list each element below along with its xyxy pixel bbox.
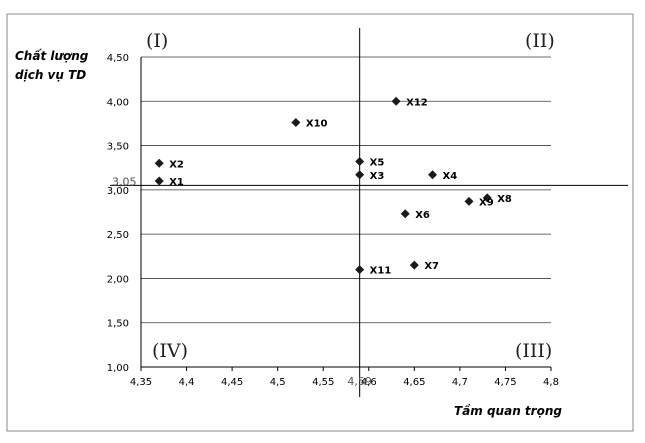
x-tick-label: 4,6 — [361, 377, 377, 388]
point-label-x4: X4 — [443, 171, 458, 182]
point-label-x8: X8 — [497, 194, 512, 205]
x-tick-label: 4,45 — [221, 377, 243, 388]
quadrant-label-bottom-right: (III) — [515, 340, 552, 362]
point-x4 — [428, 170, 438, 180]
point-label-x3: X3 — [370, 171, 385, 182]
x-tick-label: 4,4 — [179, 377, 195, 388]
y-tick-label: 3,00 — [107, 186, 129, 197]
point-x1 — [154, 176, 164, 186]
x-tick-label: 4,55 — [312, 377, 334, 388]
reference-x-label: 4,59 — [347, 375, 372, 388]
point-label-x10: X10 — [306, 119, 328, 130]
reference-lines: 4,59 3,05 — [110, 28, 628, 397]
reference-y-label: 3,05 — [112, 175, 137, 188]
point-x11 — [355, 265, 365, 275]
y-tick-label: 1,50 — [107, 319, 129, 330]
quadrant-label-top-right: (II) — [525, 30, 555, 52]
tick-labels: 1,00 1,50 2,00 2,50 3,00 3,50 4,00 4,50 4,35 4,4 4… — [107, 53, 559, 388]
quadrant-label-bottom-left: (IV) — [152, 340, 188, 362]
point-label-x9: X9 — [479, 197, 494, 208]
point-label-x11: X11 — [370, 266, 392, 277]
y-tick-label: 4,00 — [107, 97, 129, 108]
x-axis-title: Tầm quan trọng — [454, 404, 562, 418]
y-tick-label: 3,50 — [107, 142, 129, 153]
point-x6 — [400, 209, 410, 219]
y-tick-label: 2,50 — [107, 230, 129, 241]
x-tick-label: 4,5 — [270, 377, 286, 388]
point-label-x2: X2 — [169, 159, 184, 170]
quadrant-label-top-left: (I) — [146, 30, 168, 52]
point-label-x1: X1 — [169, 177, 184, 188]
point-x5 — [355, 157, 365, 167]
point-x8 — [482, 193, 492, 203]
point-label-x7: X7 — [424, 261, 439, 272]
point-x7 — [409, 260, 419, 270]
y-tick-label: 1,00 — [107, 363, 129, 374]
point-x2 — [154, 158, 164, 168]
y-axis-title-line-2: dịch vụ TD — [15, 68, 86, 82]
point-label-x5: X5 — [370, 158, 385, 169]
point-label-x12: X12 — [406, 97, 428, 108]
chart-frame — [6, 13, 634, 432]
y-tick-label: 2,00 — [107, 274, 129, 285]
x-tick-label: 4,35 — [130, 377, 152, 388]
y-tick-label: 4,50 — [107, 53, 129, 64]
point-x3 — [355, 170, 365, 180]
x-tick-label: 4,65 — [403, 377, 425, 388]
point-x10 — [291, 118, 301, 128]
point-x12 — [391, 96, 401, 106]
point-x9 — [464, 196, 474, 206]
x-tick-label: 4,75 — [494, 377, 516, 388]
y-axis-title-line-1: Chất lượng — [15, 49, 89, 63]
grid-lines — [140, 56, 552, 371]
point-label-x6: X6 — [415, 210, 430, 221]
x-tick-label: 4,7 — [452, 377, 468, 388]
x-tick-label: 4,8 — [543, 377, 559, 388]
